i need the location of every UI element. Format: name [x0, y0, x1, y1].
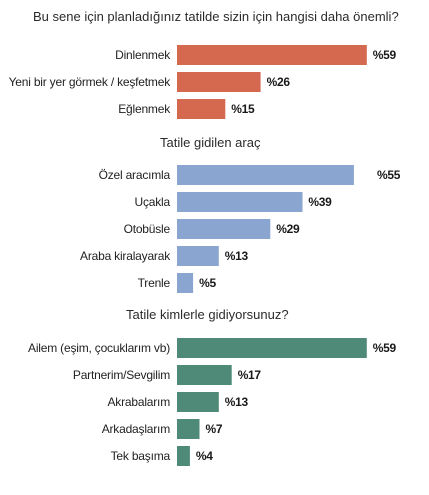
category-label: Eğlenmek [118, 102, 171, 116]
category-label: Partnerim/Sevgilim [73, 368, 170, 382]
value-label: %26 [267, 75, 291, 89]
bar [177, 273, 194, 293]
value-label: %13 [225, 395, 249, 409]
chart-2-title: Tatile gidilen araç [160, 135, 261, 150]
chart-3-title: Tatile kimlerle gidiyorsunuz? [126, 307, 289, 322]
category-label: Araba kiralayarak [80, 249, 171, 263]
value-label: %29 [276, 222, 300, 236]
bar [177, 338, 367, 358]
bar [177, 392, 219, 412]
category-label: Dinlenmek [115, 48, 171, 62]
value-label: %59 [373, 48, 397, 62]
category-label: Otobüsle [124, 222, 171, 236]
value-label: %39 [308, 195, 332, 209]
chart-3: Tatile kimlerle gidiyorsunuz? Ailem (eşim… [28, 307, 397, 466]
bar [177, 246, 219, 266]
bar [177, 419, 200, 439]
value-label: %15 [231, 102, 255, 116]
bar [177, 165, 354, 185]
bar [177, 72, 261, 92]
category-label: Trenle [138, 276, 171, 290]
category-label: Arkadaşlarım [102, 422, 170, 436]
bar [177, 99, 226, 119]
bar [177, 446, 190, 466]
category-label: Yeni bir yer görmek / keşfetmek [9, 75, 172, 89]
value-label: %17 [238, 368, 262, 382]
category-label: Özel aracımla [99, 168, 171, 182]
value-label: %7 [206, 422, 223, 436]
bar [177, 365, 232, 385]
value-label: %4 [196, 449, 213, 463]
category-label: Akrabalarım [108, 395, 171, 409]
value-label: %55 [377, 168, 401, 182]
value-label: %13 [225, 249, 249, 263]
bar [177, 45, 367, 65]
category-label: Tek başıma [111, 449, 171, 463]
bar [177, 219, 271, 239]
chart-1-title: Bu sene için planladığınız tatilde sizin… [33, 9, 399, 24]
value-label: %59 [373, 341, 397, 355]
category-label: Ailem (eşim, çocuklarım vb) [28, 341, 170, 355]
category-label: Uçakla [135, 195, 171, 209]
chart-2: Tatile gidilen araç Özel aracımla %55 Uçakl… [80, 135, 401, 293]
value-label: %5 [199, 276, 216, 290]
chart-1: Bu sene için planladığınız tatilde sizin… [9, 9, 399, 119]
bar [177, 192, 303, 212]
